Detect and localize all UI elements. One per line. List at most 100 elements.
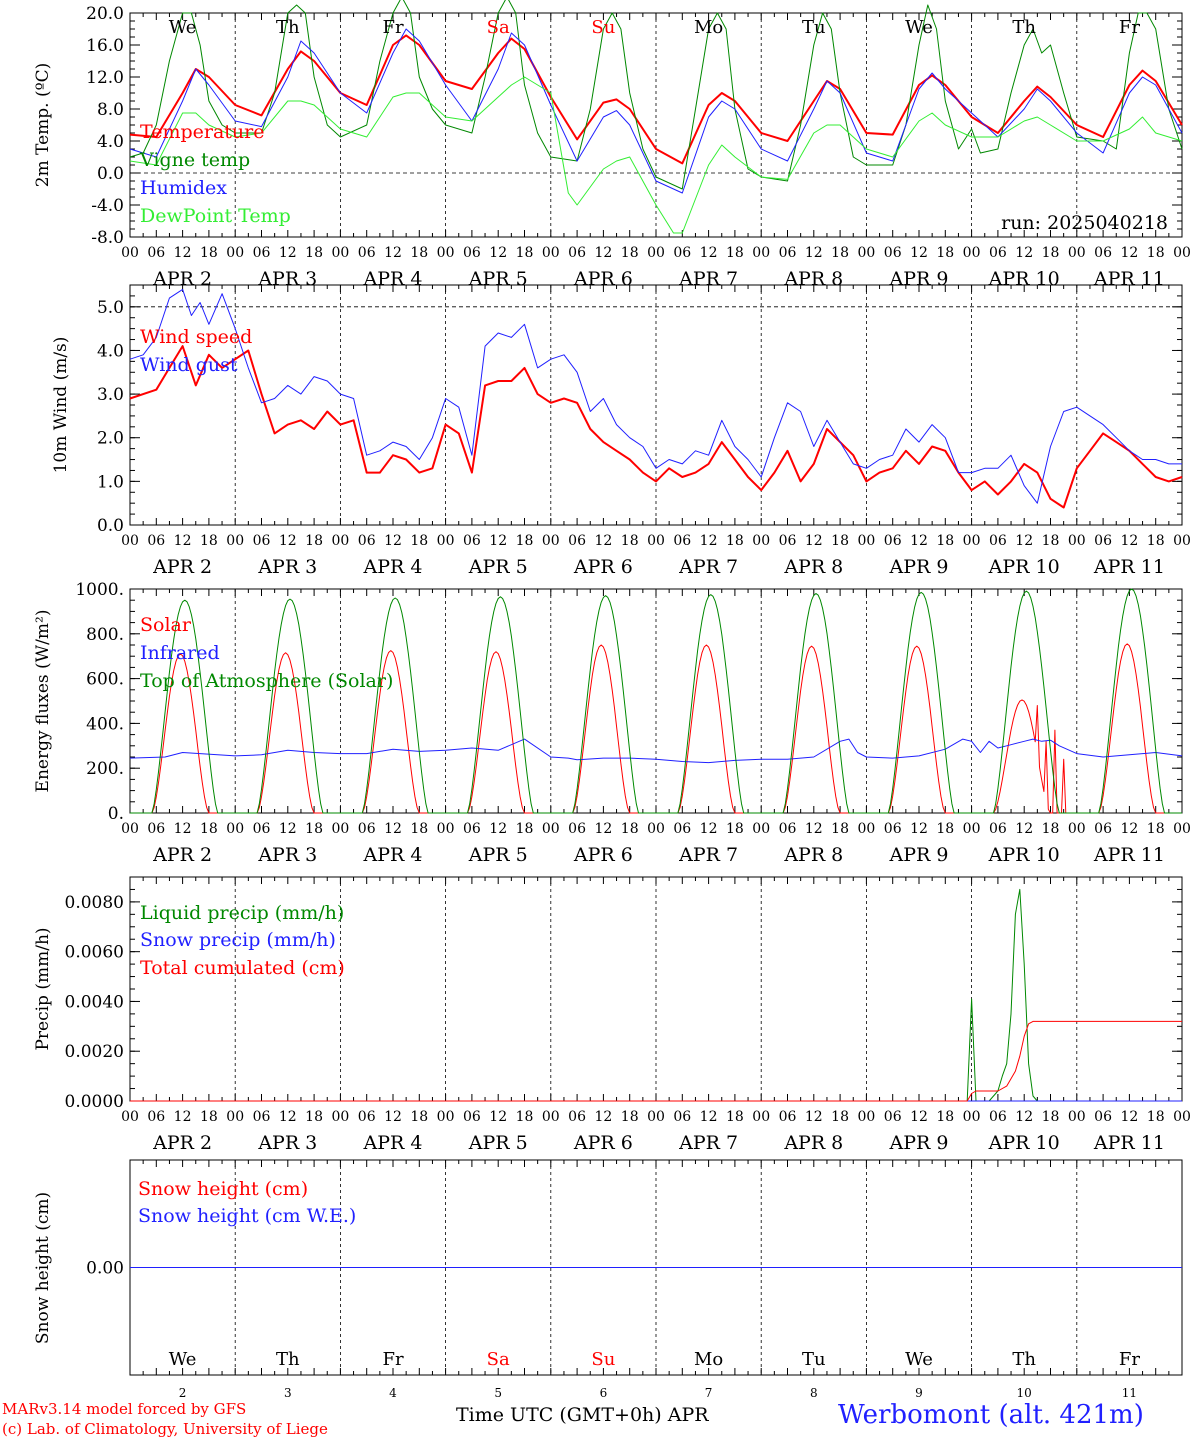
- date-label: APR 9: [889, 844, 949, 866]
- hour-label: 18: [621, 245, 639, 261]
- day-label: We: [169, 1349, 197, 1370]
- y-tick-label: 600.: [86, 670, 124, 690]
- hour-label: 06: [1094, 533, 1112, 549]
- hour-label: 00: [1068, 533, 1086, 549]
- y-tick-label: 0.0: [97, 164, 124, 184]
- y-tick-label: 1.0: [97, 472, 124, 492]
- hour-label: 00: [963, 533, 981, 549]
- day-number: 4: [389, 1386, 397, 1400]
- hour-label: 00: [437, 245, 455, 261]
- hour-label: 06: [463, 533, 481, 549]
- hour-label: 12: [910, 821, 928, 837]
- date-label: APR 4: [363, 556, 423, 578]
- hour-label: 00: [1068, 245, 1086, 261]
- series-line-total-cumulated-cm-: [130, 1020, 1182, 1102]
- y-tick-label: 0.0060: [65, 943, 124, 963]
- hour-label: 06: [779, 821, 797, 837]
- y-tick-label: 0.0: [97, 516, 124, 536]
- y-tick-label: 4.0: [97, 132, 124, 152]
- hour-label: 06: [463, 821, 481, 837]
- hour-label: 12: [174, 245, 192, 261]
- day-number: 10: [1017, 1386, 1032, 1400]
- day-label: We: [905, 17, 933, 38]
- day-label: We: [905, 1349, 933, 1370]
- hour-label: 12: [489, 245, 507, 261]
- day-label: Fr: [1119, 1349, 1140, 1370]
- y-axis-title: Energy fluxes (W/m²): [33, 610, 53, 793]
- hour-label: 18: [410, 1109, 428, 1125]
- y-tick-label: 800.: [86, 625, 124, 645]
- hour-label: 12: [174, 533, 192, 549]
- hour-label: 18: [831, 533, 849, 549]
- hour-label: 18: [726, 821, 744, 837]
- hour-label: 00: [1173, 533, 1191, 549]
- day-label: Fr: [382, 17, 403, 38]
- y-tick-label: 4.0: [97, 341, 124, 361]
- hour-label: 00: [121, 821, 139, 837]
- y-tick-label: 0.: [108, 804, 124, 824]
- hour-label: 00: [752, 245, 770, 261]
- day-label: Mo: [694, 1349, 723, 1370]
- date-label: APR 9: [889, 556, 949, 578]
- hour-label: 12: [805, 245, 823, 261]
- hour-label: 12: [910, 1109, 928, 1125]
- hour-label: 06: [673, 533, 691, 549]
- hour-label: 18: [305, 1109, 323, 1125]
- date-label: APR 11: [1093, 844, 1165, 866]
- date-label: APR 7: [678, 556, 738, 578]
- hour-label: 18: [516, 821, 534, 837]
- hour-label: 18: [516, 245, 534, 261]
- hour-label: 18: [200, 533, 218, 549]
- date-label: APR 9: [889, 1132, 949, 1154]
- day-label: Th: [1012, 1349, 1036, 1370]
- hour-label: 00: [1068, 1109, 1086, 1125]
- date-label: APR 5: [468, 844, 528, 866]
- date-label: APR 10: [988, 556, 1060, 578]
- hour-label: 00: [226, 1109, 244, 1125]
- hour-label: 12: [594, 533, 612, 549]
- hour-label: 00: [647, 1109, 665, 1125]
- lab-credit: (c) Lab. of Climatology, University of L…: [2, 1420, 328, 1438]
- hour-label: 18: [831, 245, 849, 261]
- date-label: APR 7: [678, 1132, 738, 1154]
- hour-label: 18: [1042, 821, 1060, 837]
- date-label: APR 3: [257, 556, 317, 578]
- hour-label: 06: [463, 1109, 481, 1125]
- date-label: APR 11: [1093, 1132, 1165, 1154]
- legend-entry: Temperature: [140, 121, 264, 143]
- day-label: Sa: [487, 17, 510, 38]
- hour-label: 18: [726, 245, 744, 261]
- hour-label: 12: [384, 821, 402, 837]
- hour-label: 06: [673, 821, 691, 837]
- hour-label: 18: [831, 821, 849, 837]
- day-number: 6: [600, 1386, 608, 1400]
- legend-entry: Top of Atmosphere (Solar): [140, 670, 393, 692]
- hour-label: 00: [752, 821, 770, 837]
- hour-label: 12: [805, 1109, 823, 1125]
- date-label: APR 10: [988, 844, 1060, 866]
- hour-label: 06: [568, 533, 586, 549]
- hour-label: 06: [779, 1109, 797, 1125]
- date-label: APR 8: [783, 1132, 843, 1154]
- legend-entry: Humidex: [140, 177, 227, 199]
- date-label: APR 5: [468, 556, 528, 578]
- date-label: APR 8: [783, 844, 843, 866]
- hour-label: 12: [384, 1109, 402, 1125]
- hour-label: 06: [147, 245, 165, 261]
- hour-label: 00: [752, 1109, 770, 1125]
- hour-label: 12: [489, 821, 507, 837]
- y-tick-label: 200.: [86, 759, 124, 779]
- date-label: APR 2: [152, 844, 212, 866]
- hour-label: 00: [331, 1109, 349, 1125]
- y-tick-label: 5.0: [97, 298, 124, 318]
- y-axis-title: 2m Temp. (ºC): [33, 63, 53, 188]
- hour-label: 06: [884, 1109, 902, 1125]
- day-label: Tu: [802, 17, 826, 38]
- hour-label: 06: [147, 1109, 165, 1125]
- y-tick-label: -4.0: [91, 196, 124, 216]
- hour-label: 00: [1173, 245, 1191, 261]
- day-label: Tu: [802, 1349, 826, 1370]
- hour-label: 18: [936, 245, 954, 261]
- day-label: Th: [276, 17, 300, 38]
